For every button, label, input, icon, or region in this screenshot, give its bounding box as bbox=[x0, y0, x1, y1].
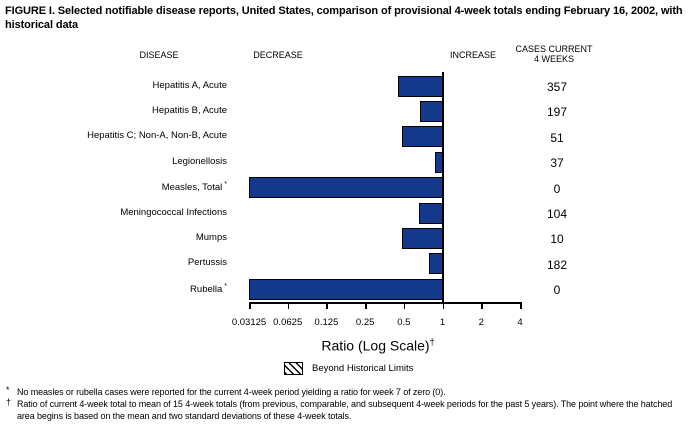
disease-label: Rubella * bbox=[190, 282, 227, 295]
ratio-bar bbox=[249, 177, 444, 199]
footnote-marker-superscript: * bbox=[224, 181, 227, 189]
cases-count: 0 bbox=[553, 181, 561, 196]
ratio-1-baseline bbox=[442, 72, 444, 302]
footnote-asterisk: * No measles or rubella cases were repor… bbox=[6, 385, 682, 399]
x-axis-tick bbox=[249, 302, 251, 309]
disease-label: Legionellosis bbox=[172, 155, 227, 167]
footnote-dagger-marker: † bbox=[6, 397, 11, 407]
x-axis-tick-label: 1 bbox=[439, 317, 446, 328]
column-header-cases-current: CASES CURRENT 4 WEEKS bbox=[504, 44, 604, 64]
x-axis-tick-label: 0.03125 bbox=[231, 317, 267, 328]
x-axis-tick-label: 4 bbox=[517, 317, 523, 328]
disease-label: Measles, Total * bbox=[161, 181, 227, 194]
x-axis-tick bbox=[442, 302, 445, 309]
column-header-disease: DISEASE bbox=[139, 50, 179, 60]
hatched-swatch-icon bbox=[284, 362, 303, 375]
cases-count: 197 bbox=[546, 105, 568, 120]
disease-label: Hepatitis C; Non-A, Non-B, Acute bbox=[87, 130, 227, 142]
cases-count: 51 bbox=[550, 130, 564, 145]
cases-header-line1: CASES CURRENT bbox=[515, 44, 593, 54]
cases-count: 0 bbox=[553, 283, 561, 298]
cases-count: 357 bbox=[546, 80, 568, 94]
column-header-decrease: DECREASE bbox=[253, 50, 303, 60]
cases-count: 104 bbox=[546, 207, 568, 221]
x-axis-tick-label: 0.5 bbox=[397, 317, 411, 328]
ratio-bar bbox=[249, 278, 444, 300]
disease-label: Hepatitis A, Acute bbox=[152, 79, 227, 91]
footnote-marker-superscript: * bbox=[224, 282, 227, 290]
ratio-bar bbox=[419, 100, 444, 122]
footnote-asterisk-text: No measles or rubella cases were reporte… bbox=[17, 387, 446, 397]
x-axis-tick bbox=[326, 302, 328, 309]
disease-label: Pertussis bbox=[187, 257, 227, 269]
cases-header-line2: 4 WEEKS bbox=[533, 54, 574, 64]
legend-label: Beyond Historical Limits bbox=[312, 363, 414, 374]
x-axis-tick-label: 0.125 bbox=[314, 317, 339, 328]
x-axis-title: Ratio (Log Scale)† bbox=[258, 337, 498, 354]
x-axis-tick-label: 2 bbox=[478, 317, 484, 328]
ratio-bar bbox=[418, 202, 444, 224]
x-axis-line bbox=[249, 302, 521, 304]
dagger-superscript: † bbox=[429, 337, 435, 347]
cases-count: 10 bbox=[550, 232, 564, 247]
footnote-asterisk-marker: * bbox=[6, 385, 10, 395]
ratio-bar bbox=[398, 75, 444, 97]
disease-label: Hepatitis B, Acute bbox=[152, 104, 227, 116]
cases-count: 182 bbox=[546, 257, 568, 272]
figure-title: FIGURE I. Selected notifiable disease re… bbox=[5, 5, 683, 31]
ratio-bar bbox=[402, 227, 444, 249]
x-axis-tick bbox=[481, 302, 483, 309]
x-axis-tick bbox=[520, 302, 522, 309]
ratio-bar bbox=[402, 126, 444, 148]
column-header-increase: INCREASE bbox=[449, 50, 496, 60]
disease-label: Mumps bbox=[195, 231, 227, 243]
x-axis-tick bbox=[403, 302, 406, 309]
disease-label: Meningococcal Infections bbox=[120, 206, 227, 218]
cases-count: 37 bbox=[550, 156, 564, 171]
x-axis-title-text: Ratio (Log Scale) bbox=[321, 337, 430, 354]
x-axis-tick bbox=[287, 302, 290, 309]
x-axis-tick-label: 0.0625 bbox=[273, 317, 303, 328]
x-axis-tick-label: 0.25 bbox=[355, 317, 375, 328]
footnote-dagger: † Ratio of current 4-week total to mean … bbox=[6, 397, 682, 422]
footnote-dagger-text: Ratio of current 4-week total to mean of… bbox=[17, 399, 673, 421]
x-axis-tick bbox=[365, 302, 367, 309]
